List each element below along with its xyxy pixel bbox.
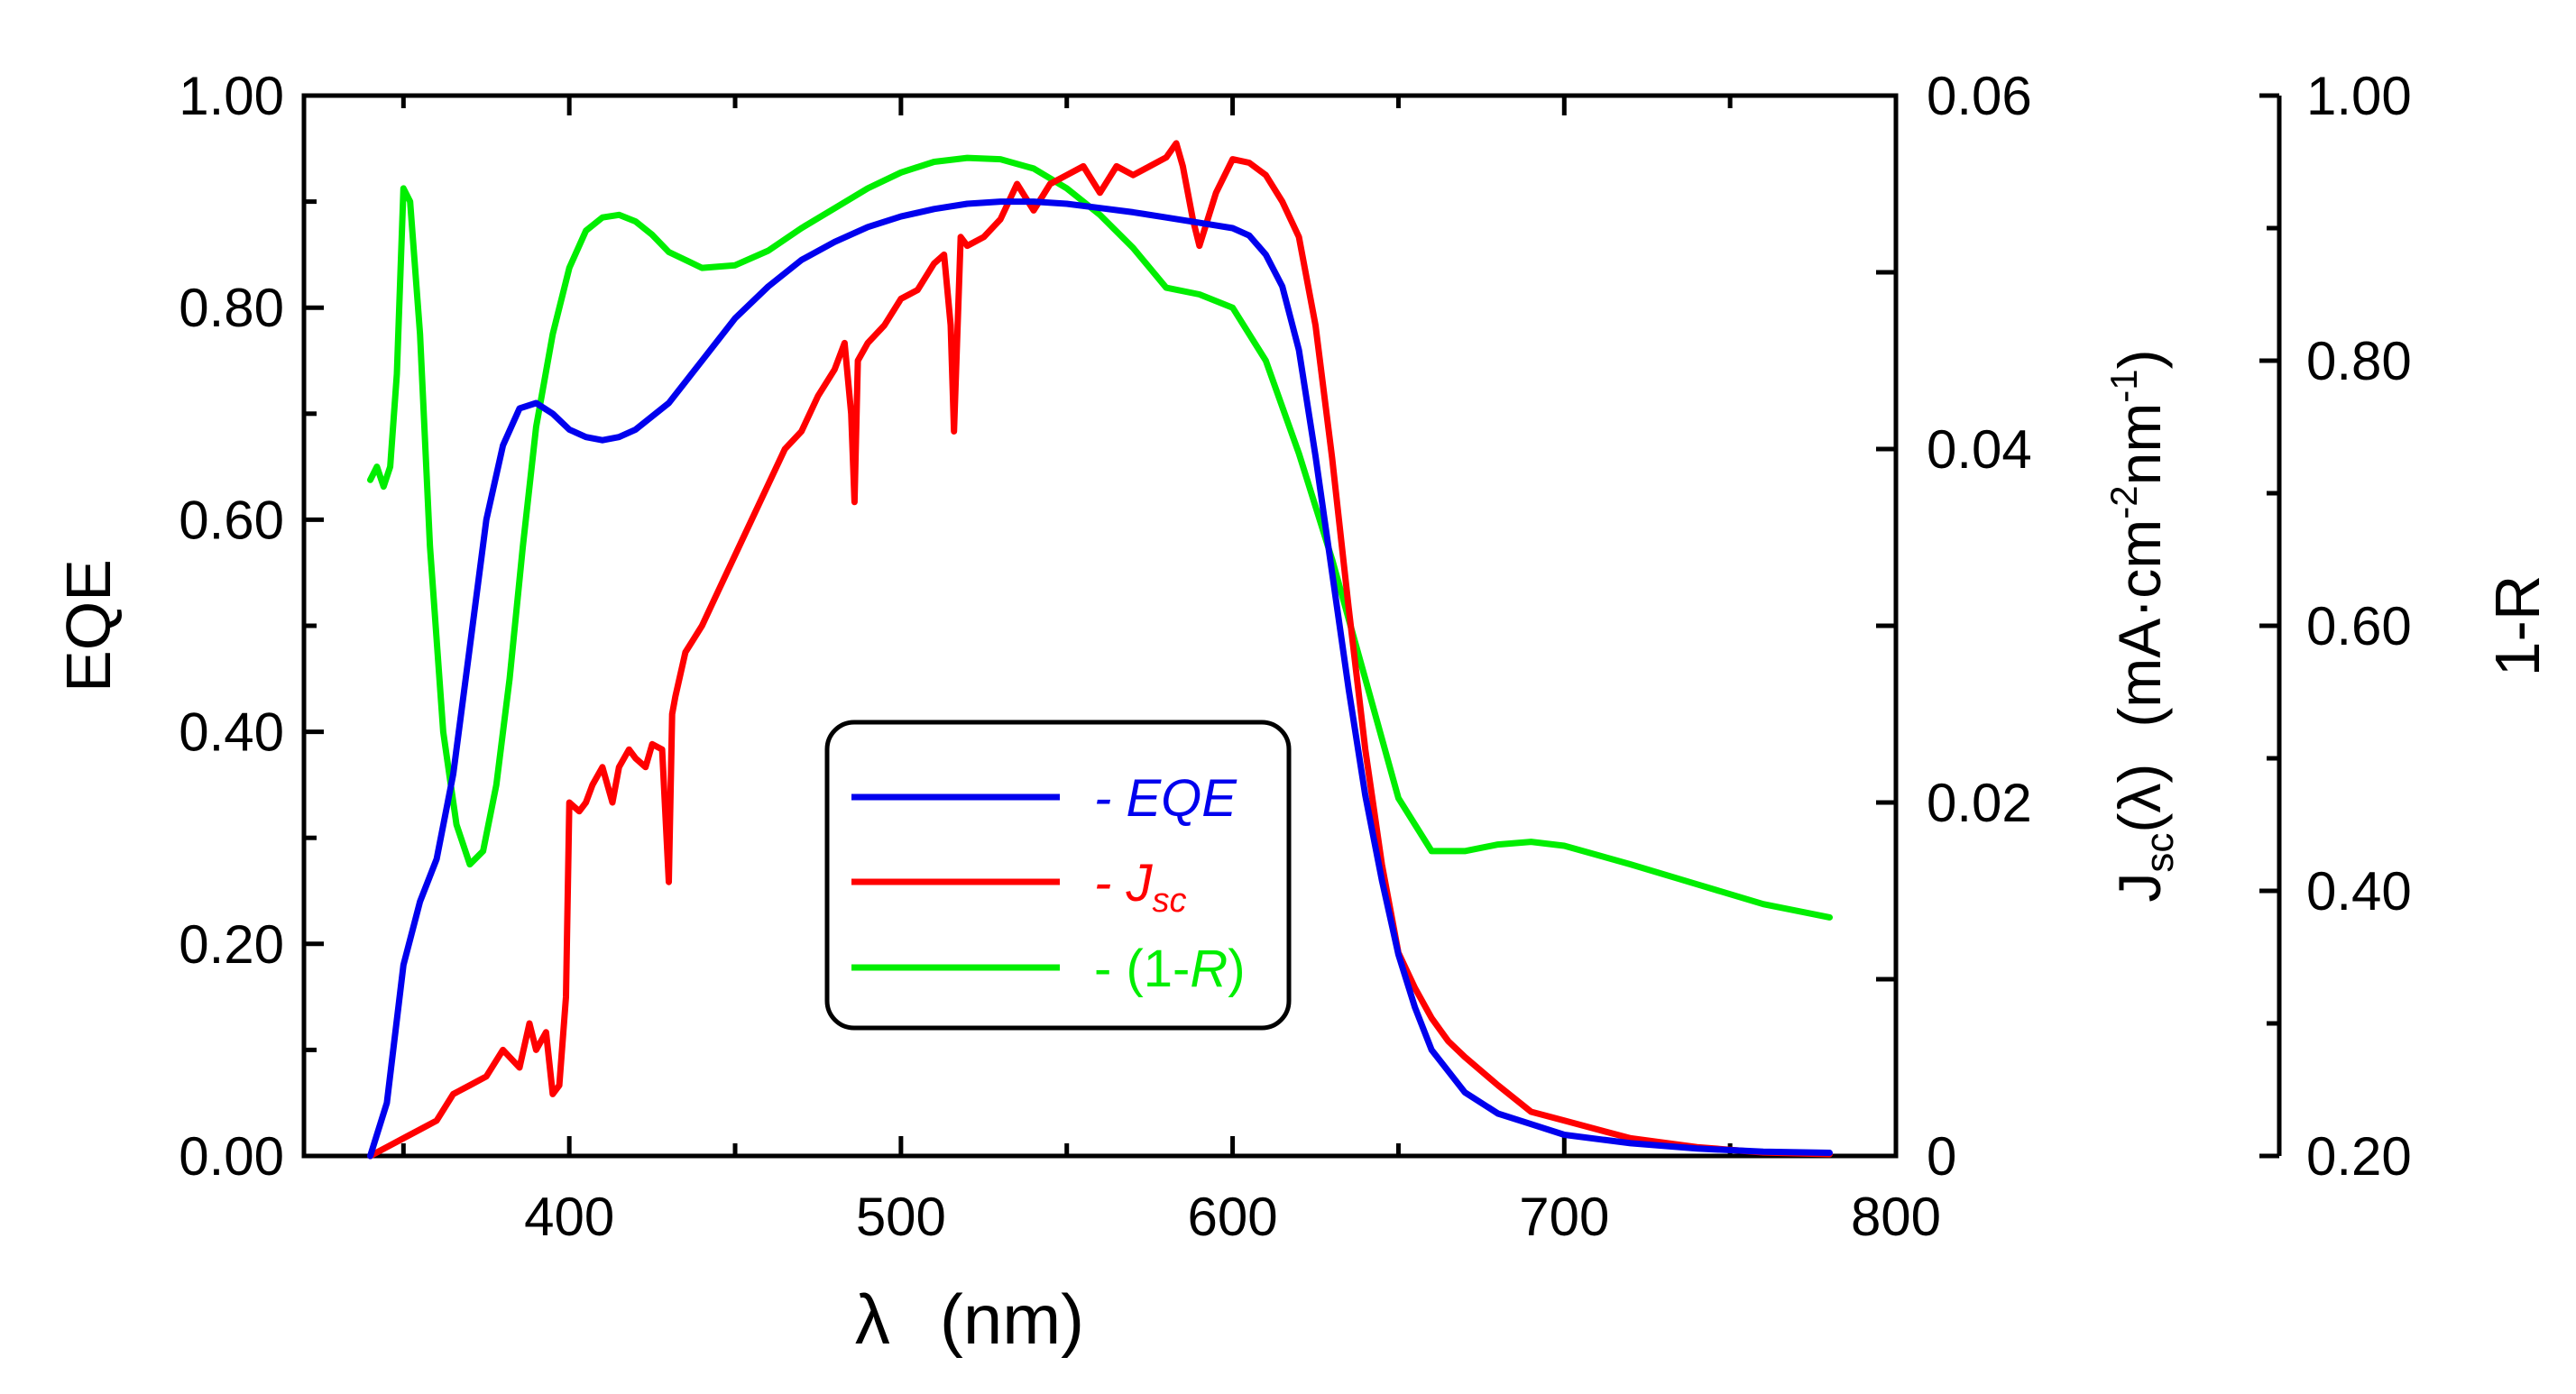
jsc-title-main: J — [2106, 873, 2173, 903]
tick-labels: 400 500 600 700 800 0.00 0.20 0.40 0.60 0.80 1.00 0… — [179, 66, 2412, 1247]
jsc-title-arg: (λ) — [2106, 764, 2173, 833]
x-tick-label-500: 500 — [856, 1187, 946, 1247]
x-tick-label-800: 800 — [1851, 1187, 1941, 1247]
legend-jsc-sub: sc — [1152, 882, 1186, 920]
legend-jsc-text: J — [1125, 854, 1153, 913]
y-right2-tick-label-0: 0.20 — [2306, 1126, 2412, 1187]
x-tick-label-400: 400 — [524, 1187, 614, 1247]
y-right2-tick-label-4: 1.00 — [2306, 66, 2412, 126]
series-line-jsc — [367, 140, 1833, 1160]
x-tick-label-700: 700 — [1519, 1187, 1609, 1247]
x-axis-title: λ (nm) — [855, 1279, 1084, 1359]
legend-label-1r: - (1-R) — [1094, 940, 1246, 998]
y-left-tick-label-2: 0.40 — [179, 702, 284, 763]
jsc-title-unit-open: (mA·cm — [2106, 519, 2173, 728]
y-left-axis-title: EQE — [53, 559, 124, 692]
x-axis-unit: (nm) — [940, 1279, 1084, 1359]
y-right2-tick-label-3: 0.80 — [2306, 331, 2412, 391]
legend: - EQE - Jsc - (1-R) — [824, 720, 1292, 1031]
y-left-tick-label-0: 0.00 — [179, 1126, 284, 1187]
jsc-title-unit-mid: nm — [2106, 403, 2173, 486]
y-right1-tick-label-2: 0.04 — [1927, 419, 2032, 480]
y-right1-tick-label-3: 0.06 — [1927, 66, 2032, 126]
legend-label-jsc: - Jsc — [1094, 854, 1186, 920]
jsc-title-sub: sc — [2138, 833, 2182, 873]
series-line-one_minus_r — [367, 154, 1833, 921]
legend-eqe-text: EQE — [1126, 769, 1237, 828]
legend-1r-suffix: ) — [1228, 940, 1245, 998]
x-tick-label-600: 600 — [1188, 1187, 1278, 1247]
legend-1r-italic: R — [1190, 940, 1228, 998]
legend-1r-text: (1- — [1126, 940, 1190, 998]
axes — [301, 93, 2282, 1159]
series-lines — [367, 140, 1833, 1160]
y-right1-tick-label-1: 0.02 — [1927, 773, 2032, 833]
y-left-tick-label-5: 1.00 — [179, 66, 284, 126]
y-right-jsc-axis-title: Jsc(λ) (mA·cm-2nm-1) — [2102, 349, 2182, 902]
y-left-tick-label-3: 0.60 — [179, 490, 284, 550]
y-right2-tick-label-1: 0.40 — [2306, 861, 2412, 922]
legend-label-eqe: - EQE — [1094, 769, 1237, 828]
x-axis-symbol: λ — [855, 1279, 890, 1359]
jsc-title-unit-close: ) — [2106, 349, 2173, 369]
legend-1r-prefix: - — [1094, 940, 1126, 998]
y-left-tick-label-1: 0.20 — [179, 914, 284, 975]
legend-jsc-prefix: - — [1094, 854, 1126, 913]
legend-eqe-prefix: - — [1094, 769, 1126, 828]
y-right2-tick-label-2: 0.60 — [2306, 596, 2412, 656]
y-right-1r-axis-title: 1-R — [2482, 575, 2553, 677]
y-right1-tick-label-0: 0 — [1927, 1126, 1956, 1187]
jsc-title-exp1: -2 — [2102, 485, 2145, 518]
series-line-eqe — [367, 198, 1833, 1160]
jsc-title-exp2: -1 — [2102, 369, 2145, 402]
tick-marks — [304, 93, 2279, 1159]
y-left-tick-label-4: 0.80 — [179, 278, 284, 338]
